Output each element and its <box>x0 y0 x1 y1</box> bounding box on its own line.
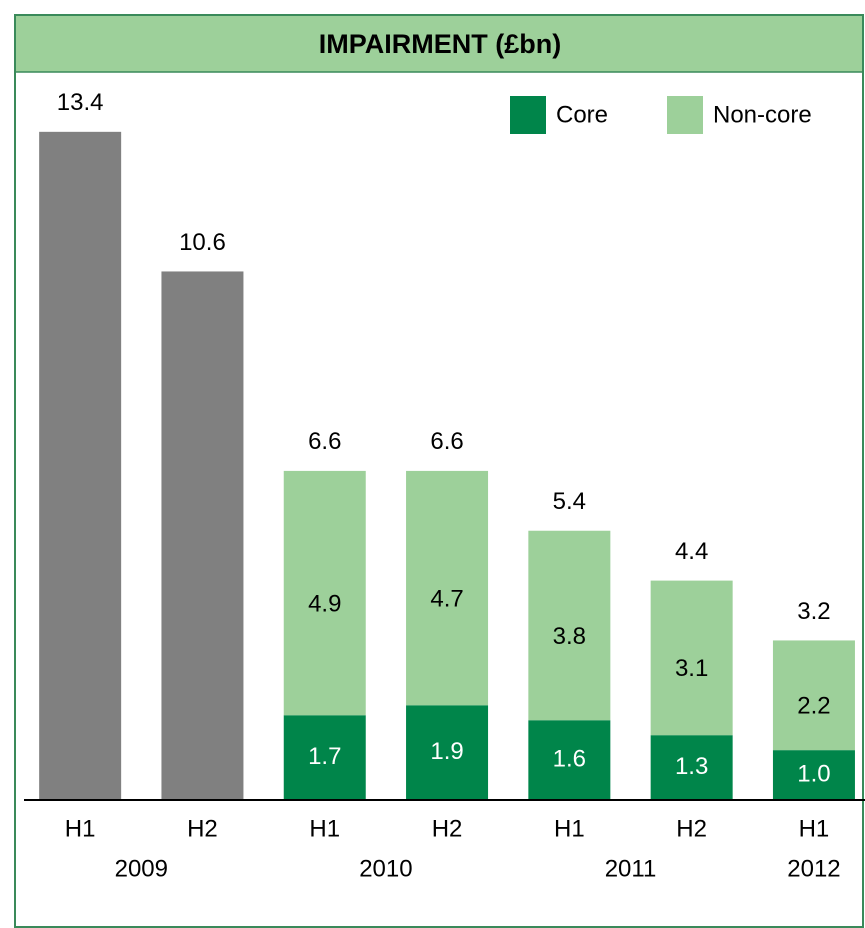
x-tick-label: H2 <box>432 815 463 842</box>
data-label: 1.7 <box>308 743 341 770</box>
bar-segment <box>772 640 855 751</box>
x-tick-label: H1 <box>799 815 830 842</box>
data-label: 3.1 <box>675 655 708 682</box>
chart-title: IMPAIRMENT (£bn) <box>319 29 561 59</box>
legend-label: Non-core <box>713 101 812 128</box>
data-label: 4.9 <box>308 590 341 617</box>
bar-segment <box>650 580 733 736</box>
bar <box>161 271 244 801</box>
group-label: 2011 <box>605 855 657 882</box>
bar-segment <box>283 470 366 716</box>
bar <box>39 131 122 800</box>
x-tick-label: H2 <box>187 815 218 842</box>
legend-label: Core <box>556 101 608 128</box>
bar-segment <box>406 470 489 706</box>
group-label: 2012 <box>787 855 840 882</box>
x-tick-label: H1 <box>309 815 340 842</box>
data-label: 1.9 <box>430 738 463 765</box>
total-label: 6.6 <box>308 428 341 455</box>
x-tick-label: H1 <box>554 815 585 842</box>
header <box>16 16 862 72</box>
data-label: 4.7 <box>430 585 463 612</box>
bar-segment <box>528 530 611 721</box>
total-label: 4.4 <box>675 538 708 565</box>
total-label: 13.4 <box>57 89 104 116</box>
total-label: 3.2 <box>797 598 830 625</box>
bar-segment <box>283 715 366 800</box>
total-label: 10.6 <box>179 229 226 256</box>
group-label: 2009 <box>115 855 168 882</box>
total-label: 6.6 <box>430 428 463 455</box>
legend-swatch <box>510 96 546 134</box>
bar-segment <box>528 720 611 800</box>
bar-segment <box>406 705 489 800</box>
data-label: 2.2 <box>797 693 830 720</box>
data-label: 1.0 <box>797 760 830 787</box>
legend-swatch <box>667 96 703 134</box>
data-label: 3.8 <box>553 623 586 650</box>
x-tick-label: H1 <box>65 815 96 842</box>
bar-segment <box>772 750 855 800</box>
group-label: 2010 <box>359 855 412 882</box>
total-label: 5.4 <box>553 488 586 515</box>
x-tick-label: H2 <box>676 815 707 842</box>
data-label: 1.6 <box>553 745 586 772</box>
data-label: 1.3 <box>675 753 708 780</box>
bar-segment <box>650 735 733 800</box>
